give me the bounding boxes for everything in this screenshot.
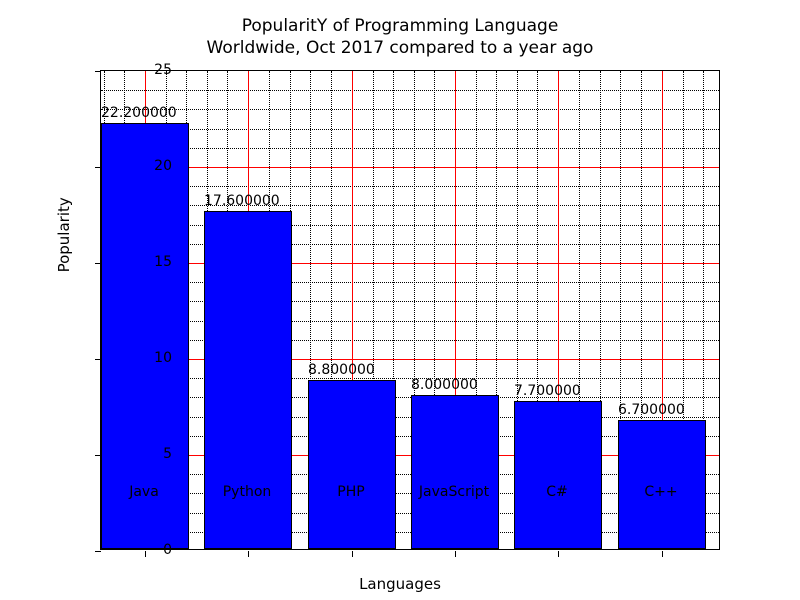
minor-grid-h bbox=[101, 205, 719, 206]
minor-grid-h bbox=[101, 244, 719, 245]
minor-grid-h bbox=[101, 186, 719, 187]
x-tick-mark bbox=[145, 551, 146, 557]
minor-grid-h bbox=[101, 148, 719, 149]
bar bbox=[308, 380, 396, 549]
minor-grid-h bbox=[101, 90, 719, 91]
y-axis-label: Popularity bbox=[55, 197, 73, 272]
y-tick-label: 5 bbox=[163, 446, 172, 462]
minor-grid-h bbox=[101, 321, 719, 322]
y-tick-label: 10 bbox=[154, 350, 172, 366]
bar-value-label: 8.000000 bbox=[411, 377, 478, 393]
x-tick-mark bbox=[455, 551, 456, 557]
bar bbox=[514, 401, 602, 549]
chart-title: PopularitY of Programming Language World… bbox=[0, 15, 800, 59]
major-grid-h bbox=[101, 263, 719, 264]
minor-grid-h bbox=[101, 378, 719, 379]
bar-value-label: 6.700000 bbox=[618, 402, 685, 418]
x-tick-label: PHP bbox=[337, 484, 364, 500]
major-grid-h bbox=[101, 359, 719, 360]
minor-grid-h bbox=[101, 397, 719, 398]
y-tick-mark bbox=[95, 71, 101, 72]
x-tick-label: JavaScript bbox=[419, 484, 489, 500]
x-tick-label: Python bbox=[223, 484, 272, 500]
bar bbox=[411, 395, 499, 549]
bar-value-label: 8.800000 bbox=[308, 362, 375, 378]
x-tick-mark bbox=[662, 551, 663, 557]
x-axis-label: Languages bbox=[0, 575, 800, 593]
chart-container: 22.200000 17.600000 8.800000 8.000000 7.7000… bbox=[100, 70, 720, 550]
bar-value-label: 17.600000 bbox=[204, 193, 280, 209]
y-tick-label: 15 bbox=[154, 254, 172, 270]
x-tick-label: C# bbox=[546, 484, 568, 500]
x-tick-mark bbox=[352, 551, 353, 557]
bar-value-label: 22.200000 bbox=[101, 105, 177, 121]
minor-grid-h bbox=[101, 340, 719, 341]
minor-grid-h bbox=[101, 129, 719, 130]
minor-grid-h bbox=[101, 109, 719, 110]
major-grid-h bbox=[101, 167, 719, 168]
y-tick-label: 0 bbox=[163, 542, 172, 558]
plot-area: 22.200000 17.600000 8.800000 8.000000 7.7000… bbox=[100, 70, 720, 550]
minor-grid-h bbox=[101, 225, 719, 226]
y-tick-label: 20 bbox=[154, 158, 172, 174]
minor-grid-h bbox=[101, 282, 719, 283]
y-tick-label: 25 bbox=[154, 62, 172, 78]
x-tick-mark bbox=[558, 551, 559, 557]
y-tick-mark bbox=[95, 551, 101, 552]
x-tick-label: Java bbox=[129, 484, 159, 500]
x-tick-mark bbox=[248, 551, 249, 557]
x-tick-label: C++ bbox=[644, 484, 677, 500]
bar-value-label: 7.700000 bbox=[514, 383, 581, 399]
minor-grid-h bbox=[101, 301, 719, 302]
